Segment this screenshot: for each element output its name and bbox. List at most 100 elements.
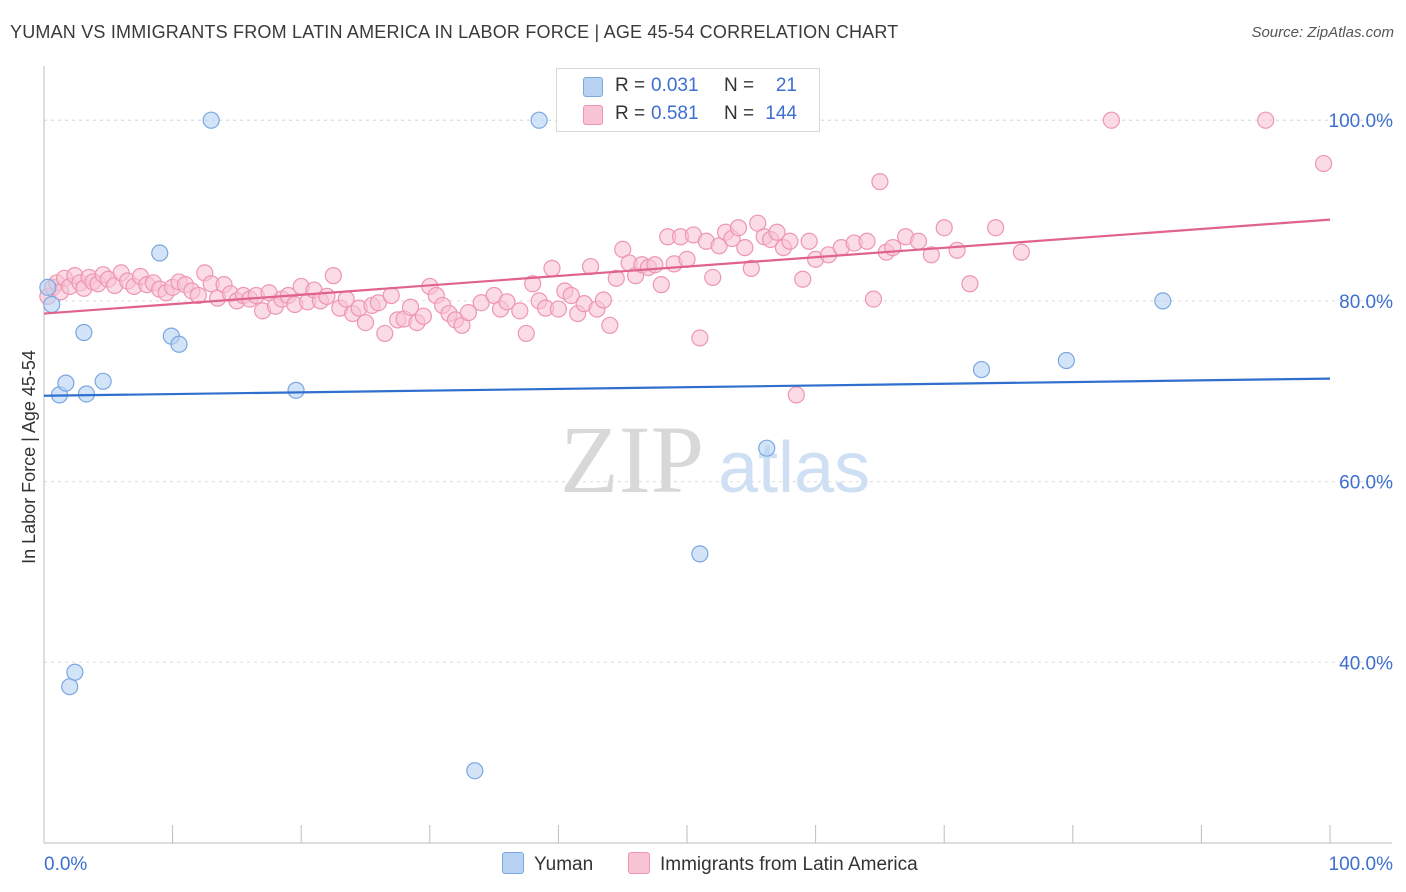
yuman-point: [202, 111, 220, 129]
immigrants-point: [736, 239, 754, 257]
immigrants-point: [594, 291, 613, 309]
bottom-legend-immigrants: Immigrants from Latin America: [628, 852, 918, 876]
source-credit: Source: ZipAtlas.com: [1251, 24, 1394, 41]
watermark-atlas: atlas: [718, 428, 870, 508]
legend-n-label: N =: [724, 103, 755, 124]
chart-title: YUMAN VS IMMIGRANTS FROM LATIN AMERICA I…: [10, 22, 899, 42]
grid-lines: [44, 119, 1392, 663]
immigrants-point: [1314, 154, 1333, 173]
immigrants-point: [800, 232, 818, 250]
immigrants-point: [318, 287, 336, 305]
legend-n-value: 144: [765, 103, 797, 124]
yuman-point: [1057, 351, 1075, 370]
yuman-point: [43, 295, 61, 314]
yuman-point: [39, 278, 57, 296]
immigrants-point: [1012, 243, 1030, 261]
immigrants-point: [935, 219, 953, 237]
legend-n-label: N =: [724, 75, 755, 96]
immigrants-point: [543, 259, 561, 277]
yuman-point: [691, 545, 709, 563]
legend-swatch-immigrants: [583, 105, 603, 125]
immigrants-point: [189, 286, 207, 305]
immigrants-point: [382, 286, 400, 305]
immigrants-trend-line: [43, 218, 1331, 315]
immigrants-point: [742, 259, 760, 277]
yuman-point: [1154, 292, 1172, 310]
immigrants-point: [459, 304, 477, 322]
immigrants-point: [691, 329, 709, 347]
immigrants-point: [909, 232, 928, 250]
immigrants-point: [794, 270, 812, 288]
yuman-point: [77, 385, 96, 403]
bottom-legend-swatch-yuman: [502, 852, 524, 874]
yuman-point: [972, 360, 991, 379]
legend-r-value: 0.581: [651, 103, 699, 124]
immigrants-point: [961, 275, 979, 293]
immigrants-point: [498, 293, 516, 311]
immigrants-point: [987, 219, 1005, 237]
immigrants-point: [562, 286, 580, 305]
immigrants-point: [652, 276, 670, 294]
immigrants-point: [704, 268, 722, 287]
yuman-point: [57, 374, 75, 392]
immigrants-point: [401, 298, 420, 316]
immigrants-point: [922, 246, 940, 264]
immigrants-point: [607, 269, 625, 287]
legend-swatch-yuman: [583, 77, 603, 97]
immigrants-point: [1102, 111, 1120, 129]
immigrants-point: [549, 300, 568, 318]
immigrants-point: [524, 275, 542, 293]
yuman-point: [75, 323, 93, 342]
x-tick-label: 0.0%: [44, 854, 87, 875]
series-immigrants-points: [39, 111, 1333, 404]
yuman-point: [466, 762, 484, 780]
immigrants-point: [948, 241, 966, 259]
yuman-point: [758, 439, 776, 457]
immigrants-point: [864, 290, 883, 308]
immigrants-point: [781, 232, 799, 250]
series-yuman-points: [39, 111, 1172, 780]
stats-legend: R = 0.031 N = 21 R = 0.581 N = 144: [556, 68, 820, 132]
legend-r-value: 0.031: [651, 75, 699, 96]
immigrants-point: [858, 232, 876, 250]
immigrants-point: [369, 294, 387, 312]
legend-r-label: R =: [615, 75, 646, 96]
y-axis-label: In Labor Force | Age 45-54: [19, 350, 39, 564]
yuman-point: [530, 111, 548, 129]
yuman-point: [151, 244, 169, 262]
immigrants-point: [376, 324, 394, 343]
immigrants-point: [871, 173, 889, 191]
watermark-zip: ZIP: [560, 406, 704, 513]
x-tick-label: 100.0%: [1329, 854, 1394, 875]
yuman-point: [170, 335, 188, 353]
yuman-point: [94, 372, 112, 390]
immigrants-point: [324, 267, 342, 285]
yuman-trend-line: [43, 377, 1331, 397]
immigrants-point: [414, 307, 432, 325]
axes: [43, 66, 1392, 844]
immigrants-point: [601, 316, 619, 334]
immigrants-point: [511, 302, 529, 320]
immigrants-point: [768, 223, 786, 241]
immigrants-point: [884, 239, 902, 257]
legend-r-label: R =: [615, 103, 646, 124]
yuman-point: [66, 663, 84, 681]
bottom-legend-label-immigrants: Immigrants from Latin America: [660, 854, 918, 875]
bottom-legend-swatch-immigrants: [628, 852, 650, 874]
immigrants-point: [472, 294, 490, 312]
y-tick-label: 80.0%: [1339, 292, 1393, 313]
y-tick-label: 40.0%: [1339, 653, 1393, 674]
immigrants-point: [729, 219, 748, 237]
immigrants-point: [356, 313, 375, 332]
bottom-legend-label-yuman: Yuman: [534, 854, 594, 875]
immigrants-point: [517, 324, 535, 343]
yuman-point: [61, 678, 79, 696]
bottom-legend-yuman: Yuman: [502, 852, 593, 876]
immigrants-point: [787, 386, 805, 404]
legend-n-value: 21: [775, 75, 797, 96]
immigrants-point: [1257, 111, 1275, 129]
y-tick-label: 100.0%: [1329, 111, 1394, 132]
y-tick-label: 60.0%: [1339, 473, 1393, 494]
yuman-point: [287, 381, 305, 399]
